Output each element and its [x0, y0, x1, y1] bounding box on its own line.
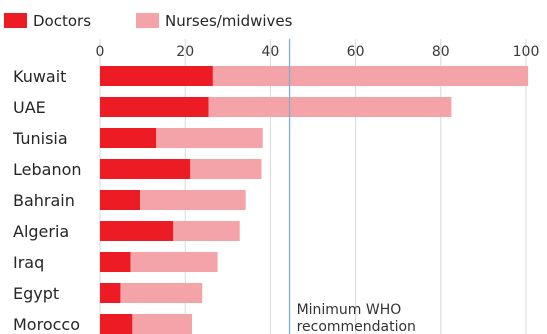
x-tick-0: 0	[96, 44, 105, 60]
bar-iraq-doctors	[100, 252, 131, 272]
legend-swatch-nurses	[136, 13, 159, 28]
bars	[100, 66, 529, 334]
category-label-iraq: Iraq	[13, 253, 44, 272]
x-tick-20: 20	[176, 44, 194, 60]
bar-lebanon-nurses	[190, 159, 262, 179]
bar-algeria-nurses	[173, 221, 240, 241]
category-label-tunisia: Tunisia	[12, 129, 68, 148]
bar-morocco-doctors	[100, 314, 133, 334]
category-label-bahrain: Bahrain	[13, 191, 75, 210]
bar-tunisia-nurses	[156, 128, 263, 148]
legend-label-nurses: Nurses/midwives	[165, 12, 293, 30]
bar-morocco-nurses	[132, 314, 193, 334]
category-label-kuwait: Kuwait	[13, 67, 66, 86]
who-reference: Minimum WHO recommendation	[288, 39, 416, 334]
bar-kuwait-doctors	[100, 66, 213, 86]
category-labels: Kuwait UAE Tunisia Lebanon Bahrain Algeria Ira…	[12, 67, 82, 334]
x-tick-40: 40	[261, 44, 279, 60]
bar-kuwait-nurses	[212, 66, 529, 86]
bar-uae-doctors	[100, 97, 209, 117]
bar-egypt-doctors	[100, 283, 121, 303]
x-tick-100: 100	[513, 44, 540, 60]
bar-bahrain-nurses	[140, 190, 246, 210]
bar-algeria-doctors	[100, 221, 174, 241]
legend: Doctors Nurses/midwives	[4, 12, 293, 30]
category-label-uae: UAE	[13, 98, 46, 117]
legend-swatch-doctors	[4, 13, 27, 28]
bar-iraq-nurses	[130, 252, 218, 272]
bar-tunisia-doctors	[100, 128, 157, 148]
legend-label-doctors: Doctors	[33, 12, 91, 30]
x-tick-80: 80	[432, 44, 450, 60]
who-reference-label-line2: recommendation	[297, 319, 416, 334]
category-label-morocco: Morocco	[13, 315, 80, 334]
bar-bahrain-doctors	[100, 190, 141, 210]
category-label-algeria: Algeria	[13, 222, 69, 241]
bar-egypt-nurses	[120, 283, 203, 303]
bar-uae-nurses	[208, 97, 452, 117]
who-reference-label-line1: Minimum WHO	[297, 302, 402, 318]
category-label-egypt: Egypt	[13, 284, 59, 303]
bar-lebanon-doctors	[100, 159, 191, 179]
category-label-lebanon: Lebanon	[13, 160, 82, 179]
x-tick-60: 60	[347, 44, 365, 60]
x-axis-ticks: 0 20 40 60 80 100	[96, 44, 540, 60]
